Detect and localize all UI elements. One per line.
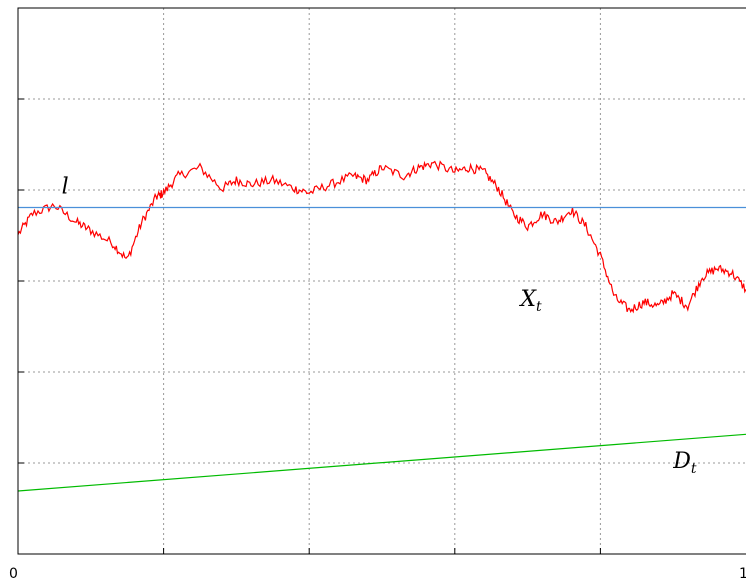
- grid: [18, 8, 746, 554]
- series-label-l: l: [62, 175, 69, 200]
- series-label-x: Xt: [518, 287, 542, 315]
- ticks: [18, 98, 601, 554]
- series-line-d: [17, 433, 746, 492]
- series-line-x: [17, 160, 746, 314]
- plot-frame: [17, 7, 746, 555]
- series-layer: [17, 160, 746, 492]
- x-tick-label-0: 0: [9, 566, 18, 582]
- x-tick-label-1: 1: [739, 566, 746, 582]
- series-label-d: Dt: [672, 449, 697, 477]
